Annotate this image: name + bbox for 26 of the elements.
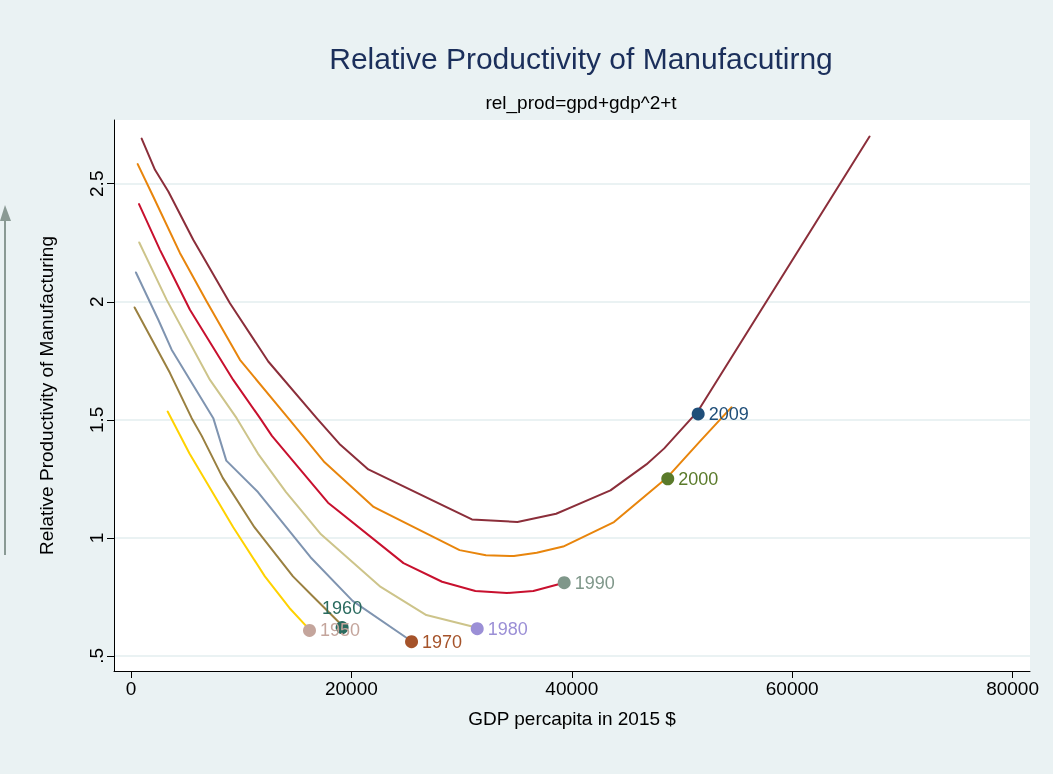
y-tick-label: 1	[86, 532, 107, 544]
y-tick-label: 1.5	[86, 406, 107, 434]
x-axis-title: GDP percapita in 2015 $	[468, 708, 677, 729]
point	[557, 576, 571, 590]
series-label: 2000	[678, 468, 719, 489]
series-label: 1950	[320, 620, 361, 641]
series-label: 1990	[574, 572, 615, 593]
y-tick-label: .5	[86, 647, 107, 664]
y-tick-label: 2.5	[86, 170, 107, 197]
x-tick-label: 0	[125, 678, 137, 699]
point	[405, 635, 419, 649]
chart-title: Relative Productivity of Manufacutirng	[329, 41, 833, 75]
x-tick-label: 40000	[545, 678, 599, 699]
chart-subtitle: rel_prod=gpd+gdp^2+t	[485, 92, 678, 114]
point	[691, 407, 705, 421]
x-tick-label: 60000	[765, 678, 819, 699]
point	[470, 622, 484, 636]
series-label: 1980	[487, 618, 528, 639]
x-tick-label: 80000	[986, 678, 1040, 699]
y-tick-label: 2	[86, 296, 107, 308]
x-tick-label: 20000	[324, 678, 378, 699]
series-label: 1970	[422, 631, 463, 652]
y-axis-title: Relative Productivity of Manufacturing	[36, 236, 57, 555]
point	[661, 472, 675, 486]
line-series	[140, 135, 871, 524]
point	[303, 623, 316, 637]
